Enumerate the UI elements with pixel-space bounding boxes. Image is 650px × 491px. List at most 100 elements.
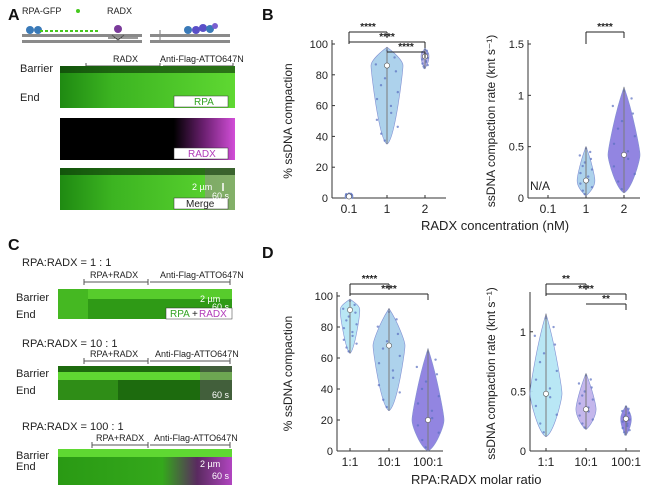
- data-point: [542, 352, 546, 355]
- data-point: [396, 125, 399, 128]
- legend-radx: RADX: [107, 6, 132, 16]
- data-point: [377, 362, 381, 365]
- significance-label: **: [562, 274, 570, 285]
- significance-label: ****: [379, 32, 395, 43]
- x-tick-label: 1:1: [342, 455, 359, 469]
- data-point: [354, 311, 357, 314]
- median-marker: [583, 177, 589, 184]
- phase-label: Anti-Flag-ATTO647N: [155, 349, 239, 359]
- data-point: [591, 398, 595, 401]
- panel-label-a: A: [8, 7, 20, 24]
- y-tick-label: 40: [316, 131, 328, 143]
- phase-label: RPA+RADX: [90, 349, 138, 359]
- data-point: [424, 446, 427, 449]
- phase-label: Anti-Flag-ATTO647N: [160, 270, 244, 280]
- data-point: [590, 386, 593, 389]
- na-label: N/A: [530, 179, 550, 193]
- data-point: [374, 63, 378, 66]
- data-point: [590, 168, 594, 171]
- y-tick-label: 100: [310, 39, 328, 51]
- channel-tag-merge: [173, 197, 229, 210]
- y-tick-label: 0.5: [509, 142, 524, 154]
- data-point: [630, 97, 633, 100]
- data-point: [376, 325, 380, 328]
- data-point: [389, 111, 393, 115]
- data-point: [353, 303, 356, 307]
- scalebar-s: 60 s: [212, 302, 230, 312]
- data-point: [382, 398, 385, 401]
- significance-label: ****: [578, 284, 594, 295]
- data-point: [552, 325, 555, 329]
- data-point: [579, 171, 582, 175]
- data-point: [586, 175, 590, 178]
- row-label-end: End: [16, 461, 36, 473]
- data-point: [391, 369, 395, 372]
- data-point: [375, 118, 379, 122]
- data-point: [355, 342, 358, 345]
- data-point: [347, 315, 350, 318]
- data-point: [385, 405, 388, 409]
- dna-curtain-schematic: [22, 23, 230, 43]
- data-point: [533, 334, 537, 338]
- data-point: [342, 338, 346, 341]
- data-point: [617, 180, 620, 183]
- chart-d-left: 0 20 40 60 80 100 1:1 10:1 100:1 % ssDNA compacti…: [281, 274, 445, 469]
- x-tick-label: 1:1: [538, 455, 555, 469]
- data-point: [394, 70, 398, 73]
- data-point: [437, 431, 440, 434]
- median-marker: [543, 390, 549, 397]
- merge-tag: [165, 307, 233, 320]
- panel-label-d: D: [262, 245, 274, 262]
- data-point: [437, 394, 440, 398]
- data-point: [534, 404, 538, 408]
- data-point: [631, 112, 635, 115]
- channel-tag-radx: [173, 147, 229, 160]
- y-tick-label: 0: [327, 446, 333, 458]
- data-point: [611, 104, 615, 108]
- y-tick-label: 1.5: [509, 39, 524, 51]
- data-point: [381, 347, 385, 350]
- phase-label-antiflag: Anti-Flag-ATTO647N: [160, 54, 244, 64]
- data-point: [583, 192, 586, 196]
- data-point: [345, 346, 348, 349]
- data-point: [435, 373, 439, 376]
- data-point: [421, 438, 424, 442]
- data-point: [383, 77, 387, 80]
- data-point: [426, 63, 429, 67]
- row-label-end: End: [20, 92, 40, 104]
- data-point: [415, 365, 419, 369]
- data-point: [626, 424, 629, 428]
- data-point: [377, 383, 381, 387]
- significance-label: ****: [360, 22, 376, 33]
- data-point: [620, 119, 624, 123]
- data-point: [420, 387, 424, 391]
- data-point: [351, 334, 354, 338]
- data-point: [555, 413, 558, 416]
- data-point: [621, 426, 624, 430]
- median-marker: [386, 342, 392, 349]
- x-tick-label: 1: [583, 202, 590, 216]
- data-point: [581, 164, 584, 168]
- y-tick-label: 0.5: [511, 386, 526, 398]
- data-point: [633, 172, 636, 176]
- channel-label-merge: Merge: [186, 199, 215, 210]
- data-point: [434, 358, 437, 361]
- y-tick-label: 80: [316, 70, 328, 82]
- data-point: [351, 330, 354, 334]
- data-point: [416, 402, 420, 405]
- xlabel-b: RADX concentration (nM): [421, 218, 569, 233]
- y-tick-label: 0: [520, 446, 526, 458]
- row-label-end: End: [16, 385, 36, 397]
- x-tick-label: 10:1: [574, 455, 598, 469]
- y-tick-label: 0: [518, 193, 524, 205]
- y-axis-label: ssDNA compaction rate (knt s⁻¹): [484, 287, 498, 459]
- data-point: [581, 422, 584, 425]
- data-point: [430, 416, 434, 420]
- data-point: [620, 187, 623, 191]
- data-point: [342, 326, 346, 330]
- x-tick-label: 100:1: [413, 455, 443, 469]
- x-tick-label: 10:1: [377, 455, 401, 469]
- significance-label: **: [602, 294, 610, 305]
